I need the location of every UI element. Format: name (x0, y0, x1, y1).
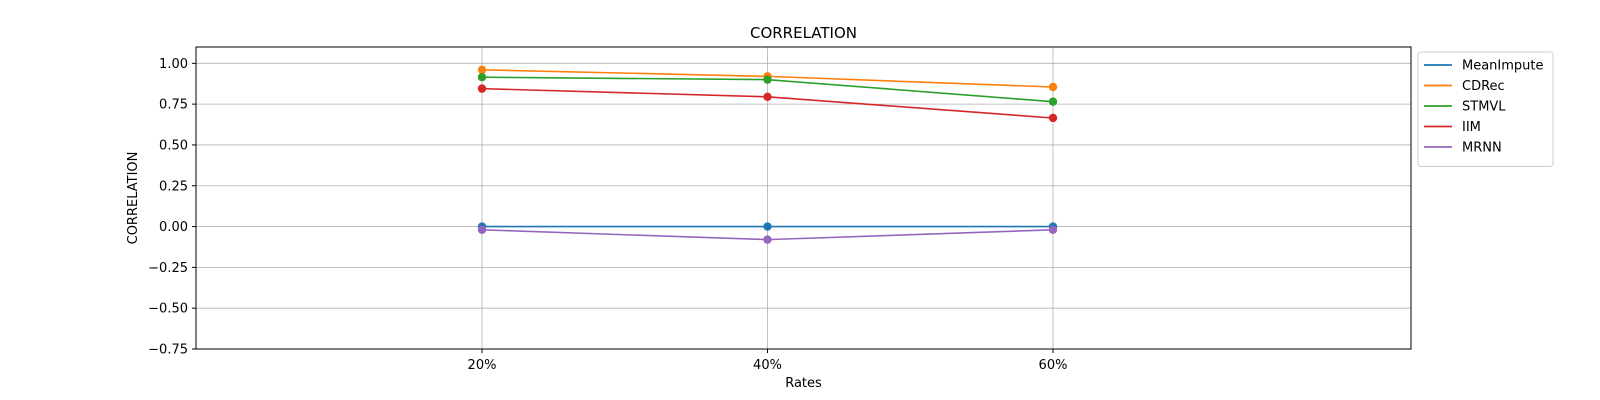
data-point (763, 235, 772, 244)
data-point (1048, 225, 1058, 235)
legend-label: CDRec (1462, 79, 1505, 94)
series-mrnn (477, 225, 1058, 244)
data-point (477, 73, 487, 82)
legend-label: MRNN (1462, 141, 1502, 156)
x-axis: 20% 40% 60% (468, 349, 1068, 373)
y-axis-title: CORRELATION (126, 152, 141, 245)
data-point (1048, 113, 1058, 123)
legend-box (1417, 51, 1554, 167)
x-tick-label: 60% (1039, 358, 1068, 373)
data-point (763, 222, 772, 231)
data-point (763, 92, 772, 101)
data-point (763, 75, 772, 84)
y-tick-label: 1.00 (159, 57, 188, 72)
y-tick-label: 0.00 (159, 220, 188, 235)
series-meanimpute (477, 222, 1058, 231)
legend: MeanImpute CDRec STMVL IIM MRNN (1417, 51, 1554, 167)
legend-label: IIM (1462, 120, 1481, 135)
legend-label: STMVL (1462, 100, 1506, 115)
y-tick-label: −0.75 (148, 343, 188, 358)
series-stmvl (477, 73, 1058, 106)
plot-area (195, 46, 1412, 350)
y-tick-label: 0.25 (159, 179, 188, 194)
data-point (477, 65, 487, 75)
data-point (1048, 82, 1058, 92)
chart-title: CORRELATION (750, 24, 857, 42)
y-tick-label: −0.50 (148, 302, 188, 317)
y-axis: −0.75 −0.50 −0.25 0.00 0.25 0.50 0.75 1.00 (148, 57, 196, 358)
legend-label: MeanImpute (1462, 59, 1544, 74)
y-tick-label: 0.50 (159, 138, 188, 153)
series-iim (477, 84, 1058, 123)
x-tick-label: 20% (468, 358, 497, 373)
series-group (477, 65, 1058, 244)
x-axis-title: Rates (785, 376, 822, 391)
grid (196, 47, 1411, 350)
y-tick-label: −0.25 (148, 261, 188, 276)
y-tick-label: 0.75 (159, 98, 188, 113)
data-point (1048, 97, 1058, 106)
data-point (477, 225, 487, 235)
data-point (477, 84, 487, 93)
x-tick-label: 40% (753, 358, 782, 373)
